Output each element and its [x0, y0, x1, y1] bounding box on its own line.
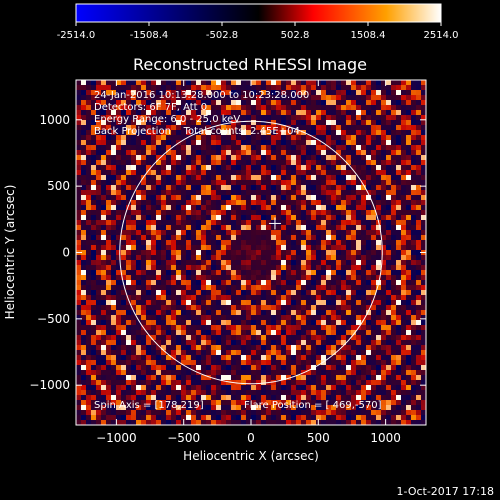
x-tick-label: −1000 — [96, 431, 137, 445]
footer-timestamp: 1-Oct-2017 17:18 — [397, 485, 494, 498]
y-tick-label: −1000 — [29, 378, 70, 392]
chart-title: Reconstructed RHESSI Image — [133, 55, 367, 74]
colorbar-tick-label: 1508.4 — [351, 30, 386, 41]
x-tick-label: 500 — [307, 431, 330, 445]
plot-area: −1000 −500 0 500 1000 −1000 −500 0 500 1000 — [29, 79, 427, 445]
x-tick-label: −500 — [167, 431, 200, 445]
annotation-detectors: Detectors: 6F 7F, Att 0 — [94, 102, 207, 113]
x-tick-label: 0 — [247, 431, 255, 445]
colorbar-tick-label: -1508.4 — [130, 30, 169, 41]
y-tick-label: 500 — [47, 179, 70, 193]
annotation-method-counts: Back Projection Total counts: 2.45E+04 — [94, 126, 300, 137]
spin-axis-marker — [268, 217, 281, 230]
solar-limb-circle — [119, 120, 383, 385]
x-axis-label: Heliocentric X (arcsec) — [183, 449, 319, 463]
colorbar-tick-label: 502.8 — [281, 30, 310, 41]
y-tick-label: 1000 — [39, 113, 70, 127]
annotation-flare-position: Flare Position = [ 469,-570] — [244, 400, 382, 411]
colorbar-tick-label: -2514.0 — [57, 30, 96, 41]
heatmap-image — [76, 80, 426, 425]
y-tick-label: −500 — [37, 312, 70, 326]
y-tick-label: 0 — [62, 246, 70, 260]
colorbar-tick-label: 2514.0 — [424, 30, 459, 41]
colorbar: -2514.0 -1508.4 -502.8 502.8 1508.4 2514.0 — [57, 3, 459, 41]
x-tick-label: 1000 — [370, 431, 401, 445]
annotation-energy-range: Energy Range: 6.0 - 25.0 keV — [94, 114, 240, 125]
colorbar-tick-label: -502.8 — [206, 30, 238, 41]
annotation-spin-axis: Spin Axis = [178,219] — [94, 400, 204, 411]
annotation-time-range: 24-Jan-2016 10:13:28.000 to 10:23:28.000 — [94, 90, 309, 101]
colorbar-gradient — [75, 3, 442, 23]
y-axis-label: Heliocentric Y (arcsec) — [3, 185, 17, 320]
